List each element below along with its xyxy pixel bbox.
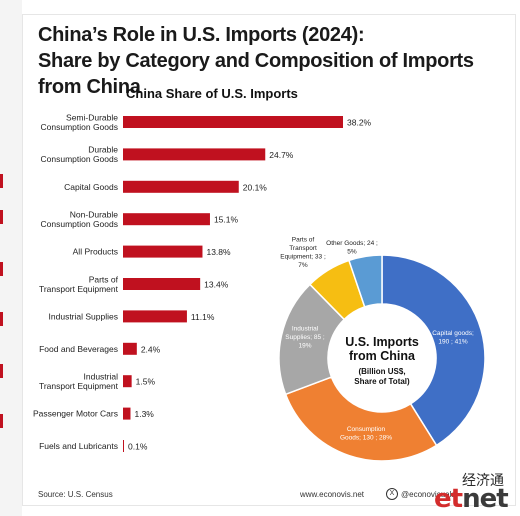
bar-chart: 38.2% Semi-Durable Consumption Goods 24.7% D… (33, 112, 372, 452)
bar-category-label: Fuels and Lubricants (39, 441, 118, 451)
donut-center-title: U.S. Imports from China (345, 335, 419, 363)
bar (123, 342, 137, 355)
source-note: Source: U.S. Census (38, 490, 113, 499)
donut-chart: Capital goods; 190 ; 41% Consumption Goods;… (278, 236, 486, 462)
bar (123, 310, 187, 323)
social-handle[interactable]: X @econovisuals (386, 488, 455, 500)
bar-category-label: Food and Beverages (39, 344, 118, 354)
edge-mark (0, 174, 3, 188)
bar (123, 278, 201, 290)
bar-category-label: Capital Goods (64, 182, 118, 192)
bar-value-label: 24.7% (269, 150, 294, 160)
donut-slice (348, 254, 383, 308)
donut-slice-label: Consumption Goods; 130 ; 28% (340, 426, 392, 442)
bar-value-label: 0.1% (128, 442, 148, 452)
bar (123, 180, 239, 193)
watermark-logo-b: net (462, 484, 509, 514)
edge-mark (0, 364, 3, 378)
bar-category-label: Non-Durable Consumption Goods (41, 209, 119, 229)
page-title: China’s Role in U.S. Imports (2024): Sha… (38, 22, 508, 100)
bar-value-label: 1.3% (134, 409, 154, 419)
bar-category-label: All Products (73, 247, 118, 257)
bar (123, 407, 131, 420)
social-handle-text: @econovisuals (401, 489, 456, 499)
donut-slice-label: Other Goods; 24 ; 5% (326, 240, 378, 256)
bar-category-label: Industrial Supplies (49, 311, 118, 321)
donut-slice (284, 376, 438, 462)
watermark-logo-a: et (434, 484, 463, 514)
bar-category-label: Passenger Motor Cars (33, 409, 118, 419)
x-logo-icon: X (386, 488, 398, 500)
donut-slice-label: Industrial Supplies; 85 ; 19% (285, 326, 325, 350)
edge-mark (0, 210, 3, 224)
donut-slice-label: Parts of Transport Equipment; 33 ; 7% (280, 236, 326, 269)
bar (123, 148, 266, 161)
bar (123, 375, 132, 388)
edge-mark (0, 262, 3, 276)
website-link[interactable]: www.econovis.net (300, 490, 365, 499)
donut-center-subtitle: (Billion US$, Share of Total) (354, 367, 410, 386)
title-line-2: Share by Category and Composition of Imp… (38, 50, 474, 98)
bar (123, 213, 210, 226)
bar (123, 116, 343, 128)
bar-value-label: 11.1% (191, 312, 215, 322)
watermark-chinese: 经济通 (462, 473, 504, 489)
watermark-logo: etnet (434, 484, 509, 514)
bar-value-label: 13.4% (204, 280, 229, 290)
bar-value-label: 38.2% (347, 118, 372, 128)
bar-value-label: 15.1% (214, 215, 239, 225)
title-line-1: China’s Role in U.S. Imports (2024): (38, 24, 365, 46)
edge-mark (0, 414, 3, 428)
donut-slice-label: Capital goods; 190 ; 41% (432, 330, 474, 346)
bar-category-label: Parts of Transport Equipment (39, 274, 119, 294)
bar-chart-title: China Share of U.S. Imports (126, 86, 298, 101)
donut-slice (381, 254, 486, 447)
bar-value-label: 2.4% (141, 344, 161, 354)
bar-value-label: 20.1% (243, 182, 268, 192)
bar (123, 440, 124, 452)
bar (123, 245, 203, 258)
bar-value-label: 1.5% (136, 377, 156, 387)
bar-category-label: Durable Consumption Goods (41, 145, 119, 165)
donut-hole (329, 305, 435, 411)
edge-mark (0, 312, 3, 326)
bar-category-label: Semi-Durable Consumption Goods (41, 112, 119, 132)
bar-value-label: 13.8% (206, 247, 231, 257)
left-edge-strip (0, 0, 22, 516)
bar-category-label: Industrial Transport Equipment (39, 371, 119, 391)
